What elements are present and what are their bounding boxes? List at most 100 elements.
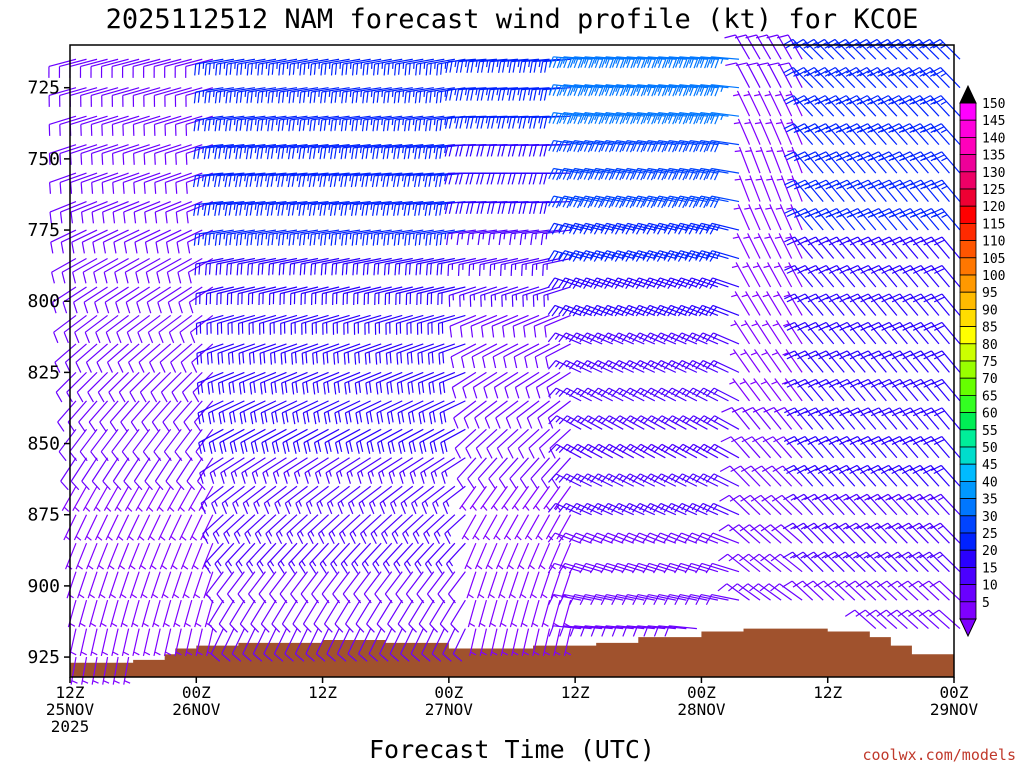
wind-barb: [734, 34, 761, 60]
wind-barb: [441, 457, 466, 484]
wind-barb: [333, 343, 361, 365]
wind-barb: [311, 571, 330, 604]
wind-barb: [204, 115, 234, 132]
wind-barb: [540, 229, 571, 246]
wind-barb: [259, 314, 287, 335]
wind-barb: [438, 343, 466, 365]
wind-barb: [621, 277, 656, 290]
wind-barb: [93, 257, 119, 284]
plot-area: [48, 34, 961, 685]
wind-barb: [164, 58, 192, 78]
wind-barb: [455, 58, 487, 74]
wind-barb: [260, 400, 287, 425]
wind-barb: [569, 443, 603, 459]
wind-barb: [302, 599, 319, 633]
wind-barb: [488, 599, 498, 628]
wind-barb: [368, 628, 382, 662]
wind-barb: [503, 514, 519, 541]
wind-barb: [497, 571, 509, 599]
wind-barb: [158, 314, 182, 344]
wind-barb: [374, 314, 403, 335]
wind-barb: [467, 599, 477, 628]
wind-barb: [446, 229, 476, 246]
wind-barb: [226, 571, 245, 604]
wind-barb: [706, 84, 740, 97]
wind-barb: [522, 286, 550, 307]
wind-barb: [267, 542, 287, 574]
wind-barb: [218, 400, 245, 425]
wind-barb: [517, 428, 540, 459]
wind-barb: [590, 593, 624, 606]
wind-barb: [226, 257, 256, 276]
wind-barb: [258, 286, 287, 306]
wind-barb: [674, 332, 708, 345]
wind-barb: [171, 571, 182, 599]
wind-barb: [81, 656, 89, 685]
wind-barb: [752, 262, 772, 288]
wind-barb: [728, 583, 761, 601]
wind-barb: [102, 656, 110, 685]
wind-barb: [72, 485, 88, 512]
wind-barb: [111, 144, 140, 165]
wind-barb: [350, 172, 382, 188]
wind-barb: [429, 599, 445, 633]
wind-barb: [674, 502, 708, 516]
wind-barb: [453, 400, 477, 429]
wind-barb: [382, 172, 413, 188]
wind-barb: [225, 87, 255, 104]
wind-barb: [132, 115, 161, 136]
wind-barb: [59, 115, 87, 136]
wind-barb: [340, 172, 371, 188]
wind-barb: [580, 112, 613, 125]
wind-barb: [803, 580, 835, 601]
wind-barb: [214, 87, 245, 104]
wind-barb: [132, 58, 161, 78]
wind-barb: [321, 286, 350, 306]
wind-barb: [98, 571, 109, 599]
wind-barb: [653, 332, 687, 345]
wind-barb: [225, 58, 256, 76]
wind-barb: [898, 551, 929, 573]
wind-barb: [323, 400, 350, 425]
wind-barb: [294, 628, 309, 662]
wind-barb: [674, 277, 708, 290]
wind-barb: [405, 286, 434, 306]
wind-barb: [834, 580, 866, 601]
wind-barb: [143, 87, 171, 107]
wind-barb: [548, 415, 582, 430]
wind-barb: [385, 343, 413, 365]
wind-barb: [845, 551, 877, 573]
wind-barb: [482, 343, 508, 369]
wind-barb: [347, 628, 361, 662]
wind-barb: [548, 56, 582, 69]
wind-barb: [81, 457, 98, 491]
colorbar-swatch: [959, 601, 977, 620]
wind-barb: [764, 233, 782, 259]
wind-barb: [267, 115, 298, 132]
wind-barb: [755, 175, 772, 202]
colorbar-label: 110: [982, 235, 1005, 250]
wind-barb: [101, 115, 129, 136]
wind-barb: [354, 343, 382, 365]
wind-barb: [265, 514, 287, 545]
wind-barb: [121, 58, 150, 78]
wind-barb: [330, 229, 361, 246]
wind-barb: [133, 457, 151, 491]
wind-barb: [361, 542, 382, 574]
wind-barb: [436, 257, 466, 276]
wind-barb: [760, 553, 792, 573]
wind-barb: [547, 250, 582, 262]
wind-barb: [931, 151, 961, 174]
wind-barb: [48, 172, 77, 194]
wind-barb: [739, 524, 771, 544]
wind-barb: [343, 343, 371, 365]
wind-barb: [287, 172, 319, 188]
wind-barb: [256, 172, 287, 188]
wind-barb: [632, 443, 666, 459]
wind-barb: [126, 314, 151, 344]
wind-barb: [233, 514, 256, 545]
wind-barb: [384, 286, 413, 306]
wind-barb: [685, 443, 719, 459]
colorbar-label: 5: [982, 596, 990, 611]
wind-barb: [214, 542, 235, 574]
